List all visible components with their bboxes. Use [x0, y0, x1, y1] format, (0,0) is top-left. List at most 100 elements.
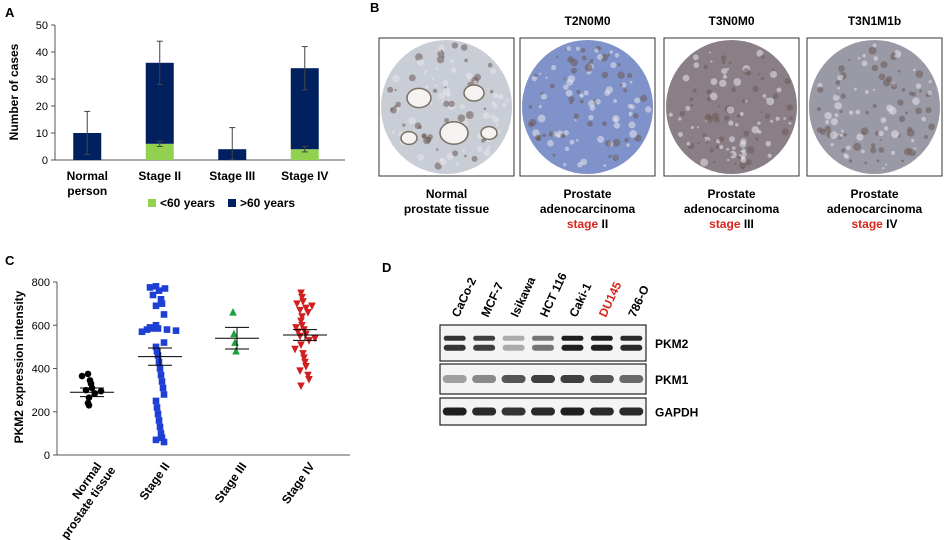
panel-b-tissue-texture [394, 88, 397, 92]
panel-b-tissue-texture [925, 107, 932, 114]
panel-b-tissue-texture [538, 104, 542, 109]
panel-c-data-point [156, 423, 164, 431]
panel-b-tissue-texture [464, 58, 468, 63]
panel-b-tissue-texture [563, 162, 567, 167]
panel-b-tissue-texture [757, 73, 761, 76]
panel-c-y-tick-label: 800 [32, 277, 50, 289]
panel-b-tissue-texture [886, 104, 894, 112]
panel-c-data-point [299, 298, 307, 306]
panel-b-tissue-texture [442, 87, 451, 96]
panel-b-tissue-texture [444, 117, 450, 123]
panel-b-gland-lumen [480, 125, 498, 141]
panel-b-tissue-texture [629, 129, 638, 138]
panel-b-tissue-texture [719, 79, 727, 88]
panel-a-y-tick-label: 20 [36, 101, 48, 113]
panel-b-tissue-texture [715, 144, 720, 150]
panel-b-tissue-texture [483, 107, 487, 111]
panel-a-x-tick-label: Normal [67, 169, 108, 183]
panel-b-tissue-texture [629, 80, 633, 84]
panel-b-tissue-texture [741, 166, 745, 170]
panel-b-tissue-texture [495, 123, 499, 127]
panel-d-blot-frame [439, 324, 647, 362]
panel-b-tissue-texture [455, 162, 460, 167]
panel-b-tissue-texture [421, 133, 428, 139]
panel-b-tissue-texture [718, 136, 725, 143]
panel-b-tissue-texture [552, 153, 556, 157]
panel-d-blot-label: GAPDH [655, 406, 698, 420]
panel-b-tissue-texture [440, 44, 444, 47]
panel-b-tissue-texture [923, 134, 928, 139]
panel-b-tissue-texture [727, 158, 730, 162]
panel-b-tissue-texture [848, 159, 853, 163]
panel-b-tissue-texture [549, 83, 555, 89]
panel-d-band [501, 407, 526, 416]
panel-b-tissue-texture [921, 116, 927, 122]
panel-b-tissue-texture [464, 154, 467, 158]
panel-c-data-point [91, 390, 99, 397]
panel-c-data-point [304, 371, 312, 380]
panel-b-tissue-texture [865, 110, 869, 115]
panel-b-tissue-texture [720, 55, 727, 61]
panel-c-data-point [297, 317, 305, 326]
panel-b-tissue-texture [740, 157, 747, 163]
panel-b-tissue-texture [855, 109, 861, 115]
panel-d-lane-label: Caki-1 [566, 280, 594, 319]
panel-b-tissue-texture [502, 103, 507, 108]
panel-b-tissue-texture [580, 93, 584, 98]
panel-b-tissue-texture [609, 50, 614, 54]
panel-b-tissue-texture [830, 142, 834, 147]
panel-b-tissue-texture [459, 103, 466, 110]
panel-b-tissue-texture [587, 121, 593, 127]
panel-b-tissue-texture [762, 93, 767, 98]
panel-b-tissue-texture [819, 128, 826, 135]
panel-c-data-point [155, 287, 163, 294]
panel-c-data-point [299, 350, 307, 358]
panel-d-band [619, 375, 644, 383]
panel-b-tissue-texture [489, 68, 497, 75]
panel-b-tissue-texture [728, 152, 733, 157]
panel-b-tissue-texture [871, 64, 879, 72]
panel-b-tissue-texture [482, 112, 490, 120]
panel-b-column-header: T2N0M0 [564, 14, 610, 28]
panel-c-data-point [149, 291, 157, 299]
panel-b-tissue-texture [885, 163, 888, 166]
panel-c-data-point [157, 371, 165, 379]
panel-b-tissue-texture [627, 72, 633, 79]
panel-b-tissue-texture [735, 123, 739, 127]
panel-b-tissue-texture [605, 140, 612, 147]
panel-b-tissue-texture [829, 131, 838, 140]
panel-b-tissue-texture [872, 43, 877, 48]
panel-b-tissue-texture [710, 60, 713, 63]
panel-b-tissue-texture [901, 159, 905, 163]
panel-b-tissue-texture [563, 77, 566, 80]
panel-b-tissue-texture [584, 64, 593, 72]
panel-b-tissue-texture [767, 153, 772, 158]
panel-b-tissue-texture [783, 117, 786, 120]
panel-c-data-point [296, 306, 304, 315]
panel-b-caption-line: adenocarcinoma [540, 202, 636, 216]
panel-b-tissue-texture [890, 83, 898, 90]
panel-c-y-tick-label: 0 [44, 450, 50, 462]
panel-b-tissue-texture [739, 141, 747, 148]
panel-b-tissue-texture [721, 60, 726, 64]
panel-b-tissue-texture [594, 48, 599, 53]
panel-a-y-tick-label: 0 [42, 155, 48, 167]
panel-b-tissue-texture [872, 103, 877, 109]
panel-b-caption-line: prostate tissue [404, 202, 490, 216]
panel-b-tissue-texture [765, 97, 768, 100]
panel-b-stage-number: IV [883, 217, 898, 231]
panel-b-tissue-texture [864, 90, 869, 94]
panel-b-tissue-core [381, 40, 512, 174]
panel-b-tissue-texture [824, 125, 831, 132]
panel-b-tissue-texture [438, 45, 445, 53]
panel-b-tissue-texture [788, 121, 792, 125]
panel-b-tissue-texture [443, 100, 450, 107]
panel-c-data-point [294, 328, 302, 337]
panel-a-x-tick-label: Stage III [209, 169, 255, 183]
panel-b-tissue-texture [862, 53, 866, 58]
panel-b-tissue-texture [569, 139, 575, 145]
panel-b-tissue-texture [878, 147, 885, 153]
panel-c-data-point [300, 354, 308, 362]
panel-b-tissue-texture [560, 133, 566, 139]
panel-b-tissue-texture [913, 68, 916, 72]
